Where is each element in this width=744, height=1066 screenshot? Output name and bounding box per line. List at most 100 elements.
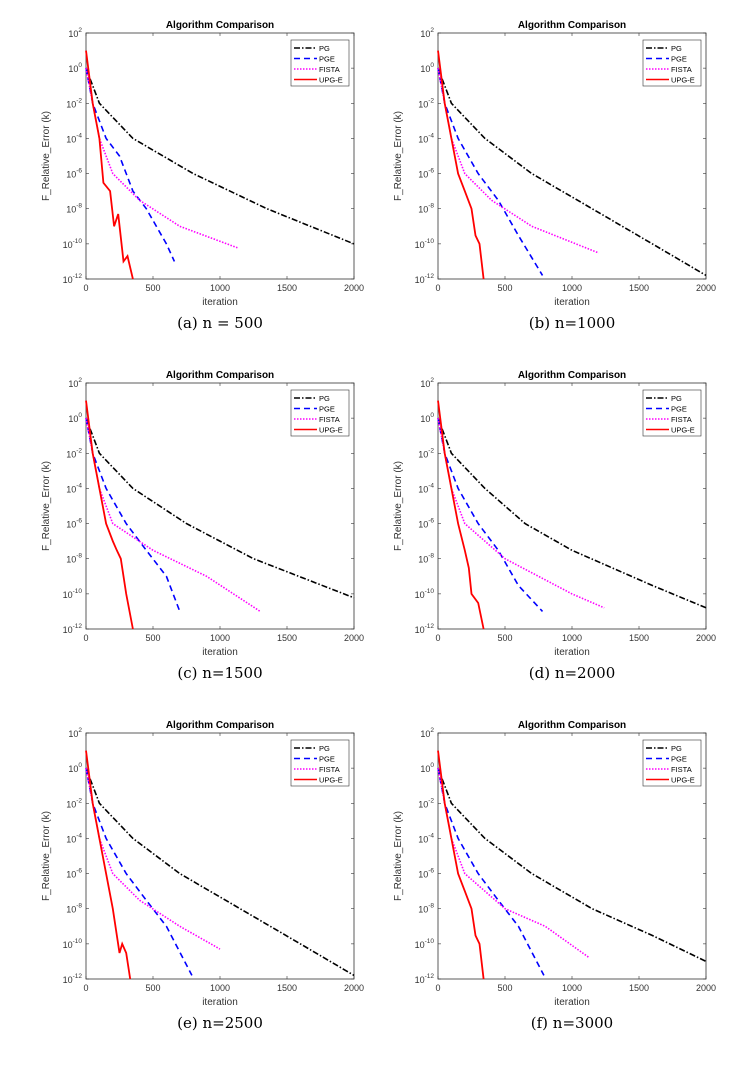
legend-label: PGE xyxy=(319,55,335,64)
y-axis-label: F_Relative_Error (k) xyxy=(41,811,52,901)
x-tick-label: 2000 xyxy=(696,633,716,643)
x-axis-label: iteration xyxy=(554,297,590,308)
y-tick-label: 10-8 xyxy=(66,903,82,915)
x-tick-label: 1000 xyxy=(562,633,582,643)
x-tick-label: 1000 xyxy=(210,983,230,993)
subplot-6: 0 500 1000 1500 2000 102 100 10-2 10-4 10-6 10-8 10… xyxy=(393,720,716,1008)
y-axis-label: F_Relative_Error (k) xyxy=(393,461,404,551)
y-tick-label: 10-4 xyxy=(66,482,82,494)
y-tick-label: 10-12 xyxy=(415,623,435,635)
y-tick-label: 102 xyxy=(420,27,434,39)
series-line-pg xyxy=(85,417,355,599)
y-tick-label: 100 xyxy=(420,412,434,424)
legend-label: UPG-E xyxy=(671,76,695,85)
series-line-upg-e xyxy=(437,50,485,280)
subplot-4: 0 500 1000 1500 2000 102 100 10-2 10-4 10-6 10-8 10… xyxy=(393,370,716,658)
legend-box xyxy=(290,389,350,437)
y-tick-label: 10-8 xyxy=(418,553,434,565)
legend-label: FISTA xyxy=(319,65,340,74)
y-tick-label: 10-2 xyxy=(418,97,434,109)
legend-label: PGE xyxy=(671,405,687,414)
y-tick-label: 10-4 xyxy=(418,482,434,494)
x-tick-label: 2000 xyxy=(696,283,716,293)
y-tick-label: 10-2 xyxy=(418,797,434,809)
series-line-upg-e xyxy=(85,400,134,630)
x-tick-label: 1500 xyxy=(629,283,649,293)
x-tick-label: 0 xyxy=(83,983,88,993)
legend-label: PGE xyxy=(319,755,335,764)
legend-label: PG xyxy=(319,44,330,53)
series-line-pge xyxy=(85,67,176,262)
legend-label: PG xyxy=(671,744,682,753)
y-tick-label: 10-4 xyxy=(418,832,434,844)
x-tick-label: 500 xyxy=(497,633,512,643)
legend-label: PGE xyxy=(671,755,687,764)
series-line-pg xyxy=(437,67,707,277)
y-tick-label: 100 xyxy=(68,762,82,774)
legend-label: FISTA xyxy=(671,765,692,774)
x-tick-label: 2000 xyxy=(696,983,716,993)
chart-title: Algorithm Comparison xyxy=(166,20,274,31)
y-tick-label: 100 xyxy=(68,412,82,424)
y-tick-label: 10-10 xyxy=(63,238,83,250)
series-line-fista xyxy=(85,417,261,613)
y-tick-label: 10-12 xyxy=(415,273,435,285)
x-tick-label: 500 xyxy=(497,983,512,993)
x-tick-label: 500 xyxy=(145,283,160,293)
y-tick-label: 100 xyxy=(420,762,434,774)
y-axis-label: F_Relative_Error (k) xyxy=(393,811,404,901)
x-axis-label: iteration xyxy=(202,997,238,1008)
chart-title: Algorithm Comparison xyxy=(518,370,626,381)
series-line-pg xyxy=(437,417,707,609)
y-axis-label: F_Relative_Error (k) xyxy=(393,111,404,201)
x-tick-label: 500 xyxy=(145,633,160,643)
y-tick-label: 10-6 xyxy=(66,868,82,880)
x-tick-label: 0 xyxy=(435,633,440,643)
chart-title: Algorithm Comparison xyxy=(166,370,274,381)
y-tick-label: 10-4 xyxy=(66,832,82,844)
series-line-upg-e xyxy=(437,400,485,630)
x-tick-label: 1500 xyxy=(277,633,297,643)
y-tick-label: 10-12 xyxy=(63,273,83,285)
legend-box xyxy=(642,389,702,437)
legend-box xyxy=(290,739,350,787)
series-line-fista xyxy=(437,417,605,609)
x-tick-label: 0 xyxy=(435,983,440,993)
y-tick-label: 10-12 xyxy=(63,973,83,985)
y-axis-label: F_Relative_Error (k) xyxy=(41,461,52,551)
chart-title: Algorithm Comparison xyxy=(518,20,626,31)
legend-label: UPG-E xyxy=(671,426,695,435)
series-line-fista xyxy=(85,67,238,249)
y-tick-label: 102 xyxy=(420,727,434,739)
y-tick-label: 10-2 xyxy=(66,797,82,809)
y-tick-label: 10-8 xyxy=(66,553,82,565)
x-axis-label: iteration xyxy=(554,647,590,658)
chart-title: Algorithm Comparison xyxy=(518,720,626,731)
legend-label: FISTA xyxy=(319,415,340,424)
series-line-pg xyxy=(85,67,355,245)
y-tick-label: 10-10 xyxy=(415,238,435,250)
legend-box xyxy=(290,39,350,87)
subplot-2: 0 500 1000 1500 2000 102 100 10-2 10-4 10-6 10-8 10… xyxy=(393,20,716,308)
x-tick-label: 2000 xyxy=(344,983,364,993)
series-line-fista xyxy=(437,767,590,959)
y-tick-label: 10-6 xyxy=(418,168,434,180)
y-tick-label: 10-6 xyxy=(418,518,434,530)
y-axis-label: F_Relative_Error (k) xyxy=(41,111,52,201)
y-tick-label: 10-10 xyxy=(63,588,83,600)
x-tick-label: 1500 xyxy=(277,283,297,293)
y-tick-label: 10-8 xyxy=(66,203,82,215)
subplot-1: 0 500 1000 1500 2000 102 100 10-2 10-4 10-6 10-8 10… xyxy=(41,20,364,308)
y-tick-label: 10-4 xyxy=(418,132,434,144)
chart-title: Algorithm Comparison xyxy=(166,720,274,731)
legend-label: FISTA xyxy=(671,415,692,424)
y-tick-label: 10-6 xyxy=(66,168,82,180)
y-tick-label: 10-6 xyxy=(418,868,434,880)
legend-label: FISTA xyxy=(671,65,692,74)
y-tick-label: 10-6 xyxy=(66,518,82,530)
x-tick-label: 0 xyxy=(435,283,440,293)
